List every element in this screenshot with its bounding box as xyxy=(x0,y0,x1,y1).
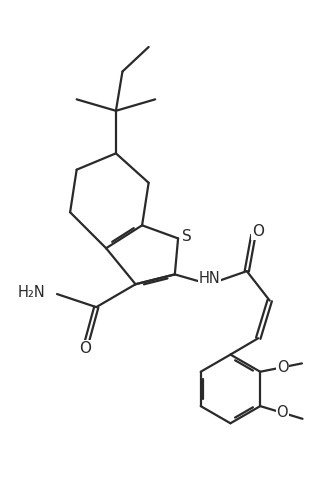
Text: S: S xyxy=(182,229,192,244)
Text: H₂N: H₂N xyxy=(18,285,46,300)
Text: O: O xyxy=(277,360,288,375)
Text: O: O xyxy=(276,405,288,420)
Text: HN: HN xyxy=(198,271,220,286)
Text: O: O xyxy=(79,341,91,356)
Text: O: O xyxy=(252,224,264,239)
